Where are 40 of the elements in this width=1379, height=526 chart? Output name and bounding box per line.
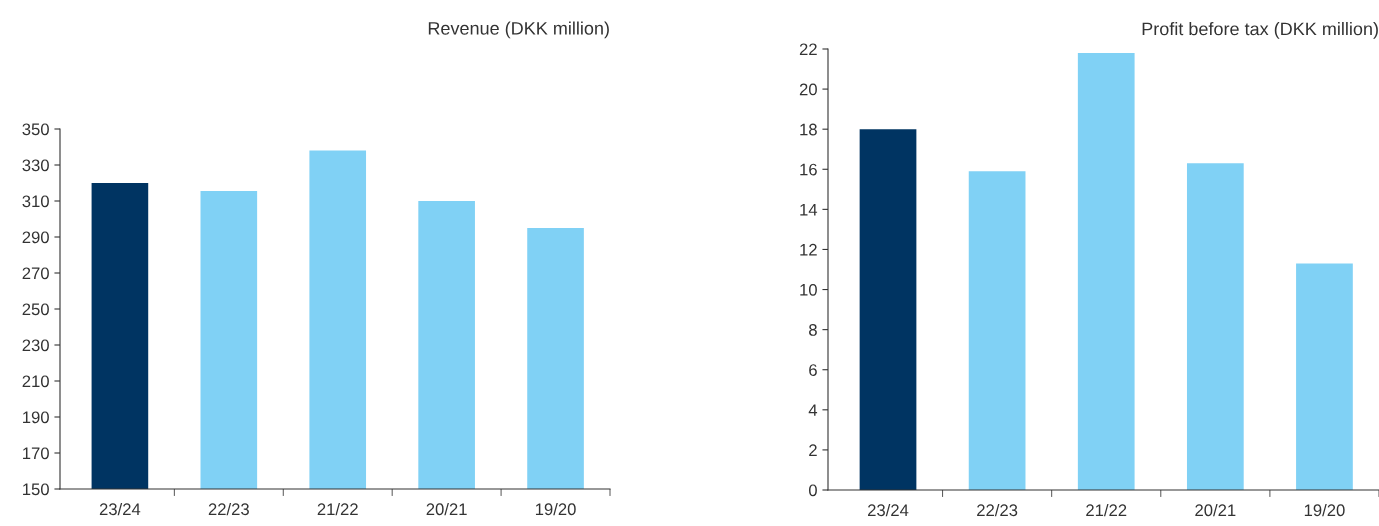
y-tick-label: 230	[22, 339, 49, 352]
y-tick-label: 350	[22, 123, 49, 136]
bar	[968, 171, 1026, 490]
x-tick-label: 22/23	[977, 503, 1018, 517]
y-tick-label: 8	[809, 324, 817, 336]
chart-title: Revenue (DKK million)	[428, 21, 609, 39]
x-tick-label: 23/24	[868, 503, 909, 517]
y-tick-label: 6	[809, 364, 817, 376]
x-tick-label: 20/21	[426, 502, 467, 516]
y-tick-label: 170	[23, 447, 49, 460]
x-tick-label: 19/20	[1304, 503, 1345, 517]
y-tick-label: 2	[809, 444, 817, 456]
x-tick-label: 19/20	[535, 502, 576, 516]
y-tick-label: 310	[22, 195, 49, 208]
y-tick-label: 150	[23, 483, 49, 496]
y-tick-label: 18	[800, 123, 817, 136]
y-tick-label: 190	[23, 411, 49, 424]
x-tick-label: 20/21	[1195, 503, 1236, 517]
bar	[859, 129, 917, 490]
x-tick-label: 21/22	[1086, 503, 1127, 517]
x-tick-label: 23/24	[99, 502, 141, 516]
x-tick-label: 21/22	[317, 502, 358, 516]
bar	[1296, 263, 1353, 490]
y-tick-label: 210	[22, 375, 49, 388]
y-tick-label: 290	[22, 231, 49, 244]
y-tick-label: 250	[22, 303, 49, 316]
y-tick-label: 270	[22, 267, 49, 280]
y-tick-label: 20	[799, 83, 817, 96]
chart-title: Profit before tax (DKK million)	[1142, 22, 1378, 39]
y-tick-label: 330	[22, 159, 49, 172]
y-tick-label: 16	[800, 163, 817, 176]
y-tick-label: 22	[799, 43, 817, 56]
y-tick-label: 0	[808, 484, 817, 497]
y-tick-label: 12	[800, 243, 817, 256]
bar	[1186, 163, 1244, 490]
y-tick-label: 4	[808, 404, 818, 416]
bar	[1077, 53, 1135, 490]
x-tick-label: 22/23	[208, 502, 249, 516]
y-tick-label: 14	[800, 203, 818, 216]
y-tick-label: 10	[800, 283, 817, 296]
